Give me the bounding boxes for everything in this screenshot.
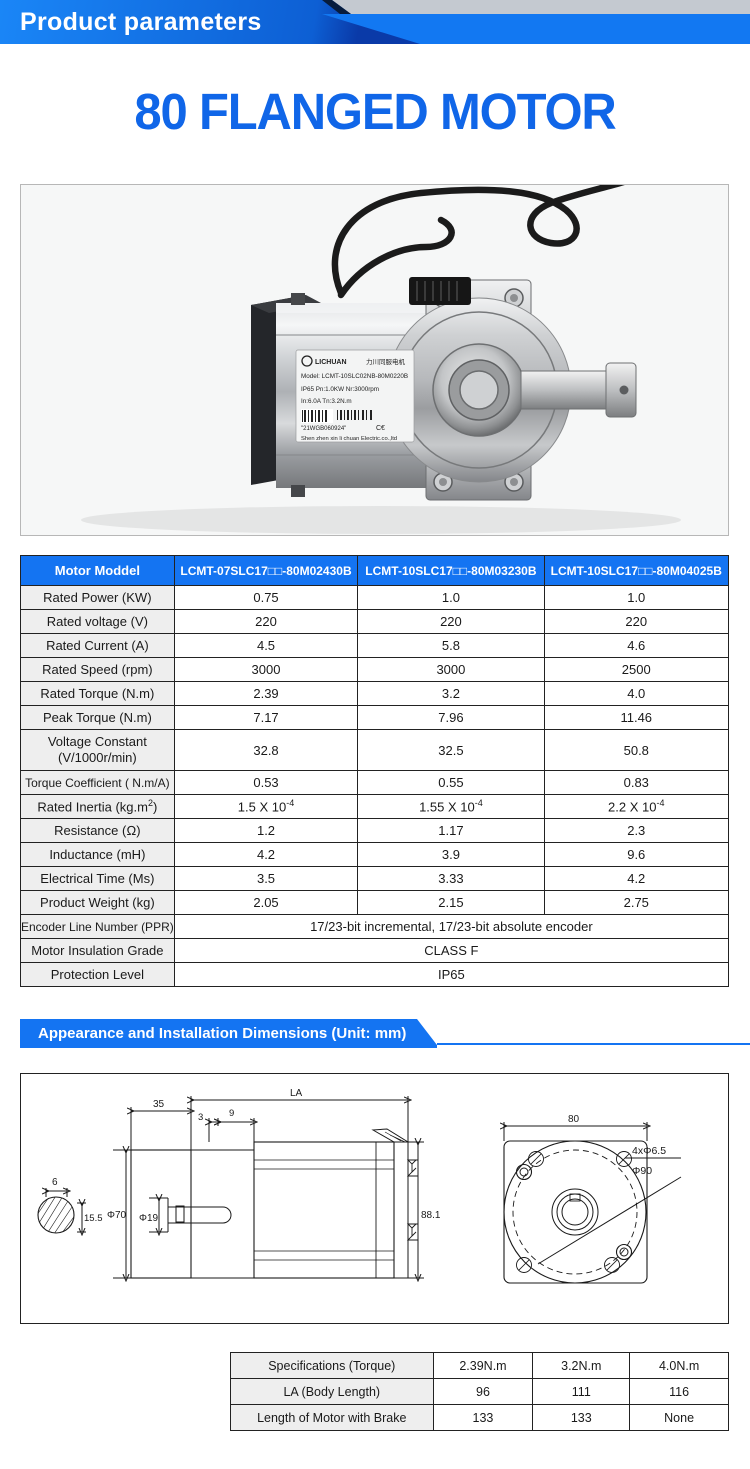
- svg-text:Φ19: Φ19: [139, 1213, 159, 1224]
- svg-text:4xΦ6.5: 4xΦ6.5: [632, 1145, 666, 1157]
- svg-text:35: 35: [153, 1099, 165, 1110]
- svg-text:9: 9: [229, 1108, 234, 1119]
- svg-text:LA: LA: [290, 1088, 303, 1099]
- svg-text:IP65 Pn:1.0KW Nr:3000rpm: IP65 Pn:1.0KW Nr:3000rpm: [301, 386, 379, 393]
- svg-text:In:6.0A Tn:3.2N.m: In:6.0A Tn:3.2N.m: [301, 398, 352, 405]
- svg-text:力川同服电机: 力川同服电机: [366, 357, 406, 366]
- svg-text:"21WGB060924": "21WGB060924": [301, 426, 346, 432]
- svg-text:88.1: 88.1: [421, 1210, 441, 1221]
- svg-text:Shen zhen xin li chuan Electri: Shen zhen xin li chuan Electric.co.,ltd: [301, 436, 397, 442]
- svg-text:15.5: 15.5: [84, 1213, 103, 1224]
- svg-text:6: 6: [52, 1177, 58, 1188]
- svg-text:C€: C€: [376, 425, 385, 432]
- svg-text:LICHUAN: LICHUAN: [315, 359, 347, 366]
- svg-text:80: 80: [568, 1114, 580, 1125]
- svg-text:Model: LCMT-10SLC02NB-80M0220B: Model: LCMT-10SLC02NB-80M0220B: [301, 373, 408, 380]
- svg-text:Φ90: Φ90: [632, 1165, 652, 1177]
- svg-text:Φ70: Φ70: [107, 1210, 127, 1221]
- svg-text:3: 3: [198, 1112, 203, 1123]
